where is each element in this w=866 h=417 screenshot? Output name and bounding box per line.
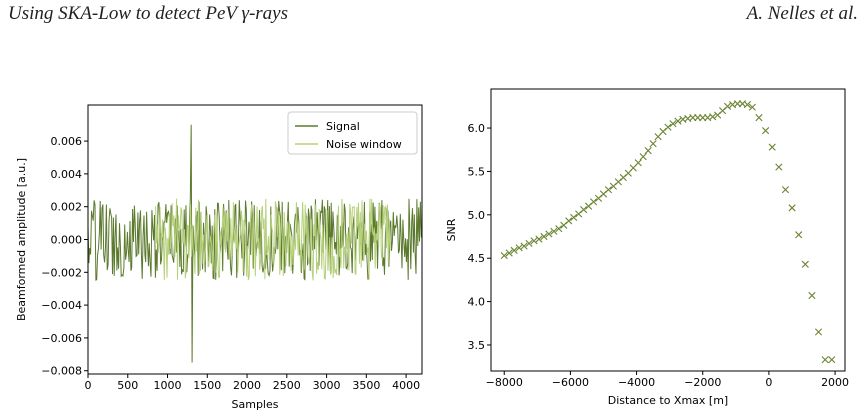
snr-point bbox=[808, 291, 816, 300]
running-header-authors: A. Nelles et al. bbox=[746, 3, 858, 24]
left-y-tick-label: −0.002 bbox=[41, 266, 82, 279]
snr-point bbox=[520, 242, 528, 250]
left-y-tick-label: 0.000 bbox=[51, 234, 83, 247]
snr-point bbox=[515, 244, 523, 252]
snr-point bbox=[545, 230, 553, 238]
right-chart: −8000 −6000 −4000 −2000 0 2000 3.5 4.0 4.5 5.0 5.5… bbox=[445, 88, 849, 407]
legend-box bbox=[287, 111, 418, 155]
snr-point bbox=[604, 186, 613, 194]
snr-point bbox=[828, 356, 836, 364]
noise-window-trace bbox=[155, 198, 391, 281]
left-y-tick-label: −0.006 bbox=[41, 332, 82, 345]
left-x-tick-label: 3500 bbox=[352, 379, 380, 392]
snr-point bbox=[535, 235, 543, 243]
left-x-axis-label: Samples bbox=[232, 398, 279, 411]
snr-point bbox=[570, 213, 578, 222]
snr-point bbox=[500, 252, 508, 260]
snr-point bbox=[709, 113, 717, 121]
right-plot-frame bbox=[490, 88, 846, 372]
snr-point bbox=[669, 120, 677, 128]
snr-point bbox=[723, 102, 732, 110]
left-y-tick-label: 0.004 bbox=[51, 168, 83, 181]
snr-point bbox=[748, 103, 756, 111]
snr-point bbox=[525, 239, 533, 248]
left-y-tick-label: −0.008 bbox=[41, 365, 82, 378]
snr-point bbox=[505, 249, 513, 257]
right-x-tick-label: −4000 bbox=[618, 376, 655, 389]
signal-trace bbox=[88, 124, 422, 363]
snr-point bbox=[762, 127, 770, 135]
right-x-tick-label: −6000 bbox=[552, 376, 589, 389]
right-y-tick-label: 4.0 bbox=[468, 296, 486, 309]
snr-point bbox=[664, 123, 672, 131]
snr-point bbox=[555, 225, 563, 233]
snr-point bbox=[755, 114, 763, 122]
right-x-tick-label: −2000 bbox=[684, 376, 721, 389]
snr-point bbox=[634, 159, 642, 167]
running-header-title: Using SKA-Low to detect PeV γ-rays bbox=[8, 3, 288, 24]
snr-point bbox=[540, 232, 548, 241]
snr-point bbox=[580, 206, 588, 214]
left-y-tick-label: −0.004 bbox=[41, 299, 82, 312]
snr-point bbox=[768, 143, 776, 151]
snr-point bbox=[589, 198, 598, 206]
left-x-tick-label: 1500 bbox=[193, 379, 221, 392]
left-y-tick-label: 0.002 bbox=[51, 201, 83, 214]
left-y-tick-label: 0.006 bbox=[51, 135, 83, 148]
left-chart: 0 500 1000 1500 2000 2500 3000 3500 4000 −0.008 −0… bbox=[15, 104, 423, 411]
snr-point bbox=[565, 217, 573, 225]
legend-label-signal: Signal bbox=[326, 120, 360, 133]
snr-point bbox=[530, 237, 538, 245]
snr-point bbox=[821, 356, 829, 364]
snr-point bbox=[510, 246, 518, 254]
snr-point bbox=[649, 140, 657, 148]
left-x-tick-label: 4000 bbox=[392, 379, 420, 392]
right-y-tick-label: 6.0 bbox=[468, 122, 486, 135]
snr-point bbox=[788, 204, 796, 212]
legend-label-noise-window: Noise window bbox=[326, 138, 402, 151]
right-y-axis-label: SNR bbox=[445, 218, 458, 241]
left-x-tick-label: 0 bbox=[85, 379, 92, 392]
snr-point bbox=[814, 328, 823, 336]
snr-point bbox=[644, 147, 652, 155]
snr-point bbox=[775, 163, 783, 171]
left-x-tick-label: 1000 bbox=[154, 379, 182, 392]
left-x-tick-label: 3000 bbox=[313, 379, 341, 392]
snr-point bbox=[550, 227, 558, 235]
right-y-tick-label: 3.5 bbox=[468, 339, 486, 352]
right-x-tick-label: 0 bbox=[765, 376, 772, 389]
left-x-tick-label: 2000 bbox=[233, 379, 261, 392]
snr-point bbox=[639, 153, 647, 161]
snr-point bbox=[743, 101, 751, 109]
right-y-tick-label: 4.5 bbox=[468, 252, 486, 265]
right-y-tick-label: 5.5 bbox=[468, 165, 486, 178]
right-x-axis-label: Distance to Xmax [m] bbox=[608, 394, 728, 407]
snr-point bbox=[801, 260, 809, 268]
left-y-axis-label: Beamformed amplitude [a.u.] bbox=[15, 158, 28, 321]
snr-point bbox=[795, 231, 803, 239]
snr-point bbox=[781, 186, 790, 194]
legend: Signal Noise window bbox=[287, 111, 418, 155]
right-y-tick-label: 5.0 bbox=[468, 209, 486, 222]
right-x-tick-label: −8000 bbox=[486, 376, 523, 389]
snr-point bbox=[674, 117, 682, 125]
left-x-tick-label: 2500 bbox=[273, 379, 301, 392]
right-x-tick-label: 2000 bbox=[821, 376, 849, 389]
left-x-tick-label: 500 bbox=[117, 379, 138, 392]
